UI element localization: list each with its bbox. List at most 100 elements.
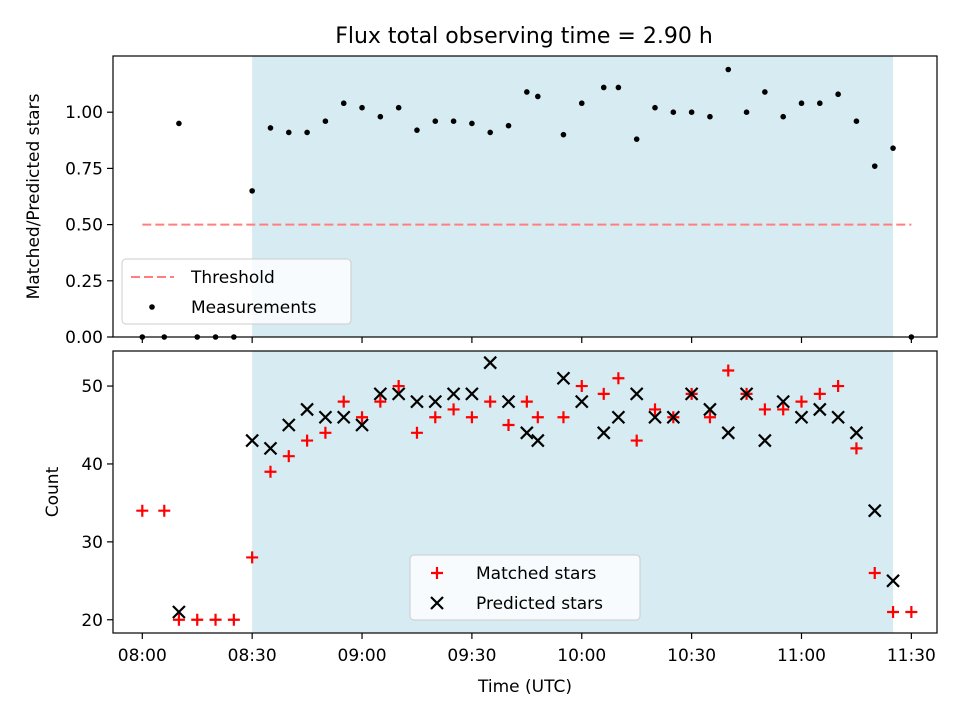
matched-star-point: [630, 434, 643, 447]
predicted-star-point: [391, 387, 406, 401]
matched-star-point: [722, 364, 735, 377]
legend-threshold-label: Threshold: [190, 268, 275, 288]
x-tick-label: 08:30: [228, 646, 277, 666]
matched-star-point: [429, 411, 442, 424]
matched-star-point: [301, 434, 314, 447]
matched-star-point: [209, 613, 222, 626]
measurement-point: [432, 118, 439, 124]
predicted-star-point: [318, 410, 333, 424]
matched-star-point: [337, 395, 350, 408]
matched-star-point: [868, 567, 881, 580]
legend-predicted-swatch: [430, 596, 444, 610]
predicted-star-point: [703, 402, 717, 417]
legend-box: [121, 258, 352, 325]
predicted-star-point: [410, 394, 424, 409]
matched-star-point: [484, 395, 497, 408]
predicted-star-point: [465, 387, 479, 401]
measurement-point: [487, 129, 494, 136]
matched-star-point: [502, 419, 515, 432]
matched-star-point: [649, 403, 662, 416]
matched-star-point: [557, 411, 570, 424]
y-tick-label: 0.00: [65, 328, 103, 348]
y-axis-label: Count: [43, 466, 63, 517]
predicted-star-point: [574, 394, 589, 409]
measurement-point: [707, 113, 713, 120]
matched-star-point: [905, 605, 918, 618]
observing-window-shade: [252, 56, 894, 337]
predicted-star-point: [245, 433, 259, 448]
predicted-star-point: [849, 426, 864, 440]
predicted-star-point: [556, 371, 571, 386]
predicted-star-point: [428, 394, 443, 409]
y-tick-label: 0.25: [65, 272, 103, 292]
legend-measurements-label: Measurements: [191, 298, 317, 318]
x-tick-label: 11:00: [777, 646, 826, 666]
y-tick-label: 30: [81, 533, 103, 553]
chart-title: Flux total observing time = 2.90 h: [335, 24, 713, 49]
y-axis-label: Matched/Predicted stars: [24, 93, 44, 299]
matched-star-point: [136, 504, 149, 517]
y-tick-label: 50: [81, 377, 103, 397]
y-tick-label: 0.50: [65, 216, 103, 236]
predicted-star-point: [355, 418, 369, 432]
matched-star-point: [264, 465, 277, 478]
matched-star-point: [887, 605, 900, 618]
predicted-star-point: [373, 387, 388, 401]
measurement-point: [743, 109, 750, 115]
matched-star-point: [356, 411, 369, 424]
measurement-point: [377, 113, 384, 120]
matched-star-point: [795, 395, 808, 408]
matched-star-point: [447, 403, 460, 416]
measurement-point: [176, 120, 182, 127]
legend-measurements-swatch: [149, 304, 155, 310]
legend-matched-swatch: [431, 567, 443, 579]
predicted-star-point: [629, 387, 644, 401]
predicted-star-point: [739, 387, 754, 401]
predicted-star-point: [648, 410, 662, 424]
count-legend: Matched stars Predicted stars: [409, 554, 641, 621]
measurement-point: [578, 100, 585, 107]
predicted-star-point: [531, 433, 545, 448]
measurement-point: [414, 127, 420, 133]
measurement-point: [817, 100, 823, 107]
predicted-star-point: [666, 410, 681, 424]
matched-star-point: [191, 613, 204, 626]
matched-star-point: [777, 403, 790, 416]
matched-star-point: [227, 613, 240, 626]
measurement-point: [535, 93, 541, 100]
measurement-point: [505, 122, 512, 129]
y-tick-label: 0.75: [65, 159, 103, 179]
matched-star-point: [813, 387, 826, 400]
x-axis-label: Time (UTC): [477, 677, 572, 697]
predicted-star-point: [831, 410, 845, 424]
axes-frame: [112, 55, 938, 338]
measurement-point: [600, 84, 607, 91]
predicted-star-point: [172, 605, 186, 619]
matched-star-point: [832, 380, 845, 393]
predicted-star-point: [282, 418, 296, 432]
measurement-point: [395, 104, 402, 111]
matched-star-point: [410, 426, 423, 439]
matched-star-point: [465, 411, 478, 424]
legend-box: [409, 554, 641, 621]
measurement-point: [285, 129, 292, 136]
y-tick-label: 1.00: [65, 103, 103, 123]
predicted-star-point: [520, 426, 534, 440]
measurement-point: [890, 145, 896, 151]
matched-star-point: [392, 380, 405, 393]
axes-frame: [112, 350, 938, 634]
predicted-star-point: [446, 387, 461, 401]
measurement-point: [560, 131, 567, 138]
predicted-star-point: [684, 387, 699, 401]
measurement-point: [615, 84, 622, 91]
predicted-star-point: [776, 394, 790, 409]
predicted-star-point: [867, 503, 882, 518]
measurement-point: [798, 100, 805, 107]
matched-star-point: [531, 411, 544, 424]
matched-star-point: [374, 395, 387, 408]
x-tick-label: 10:00: [557, 646, 606, 666]
matched-star-point: [282, 450, 295, 463]
measurement-point: [267, 125, 274, 131]
measurement-point: [670, 109, 677, 115]
x-tick-label: 08:00: [118, 646, 167, 666]
